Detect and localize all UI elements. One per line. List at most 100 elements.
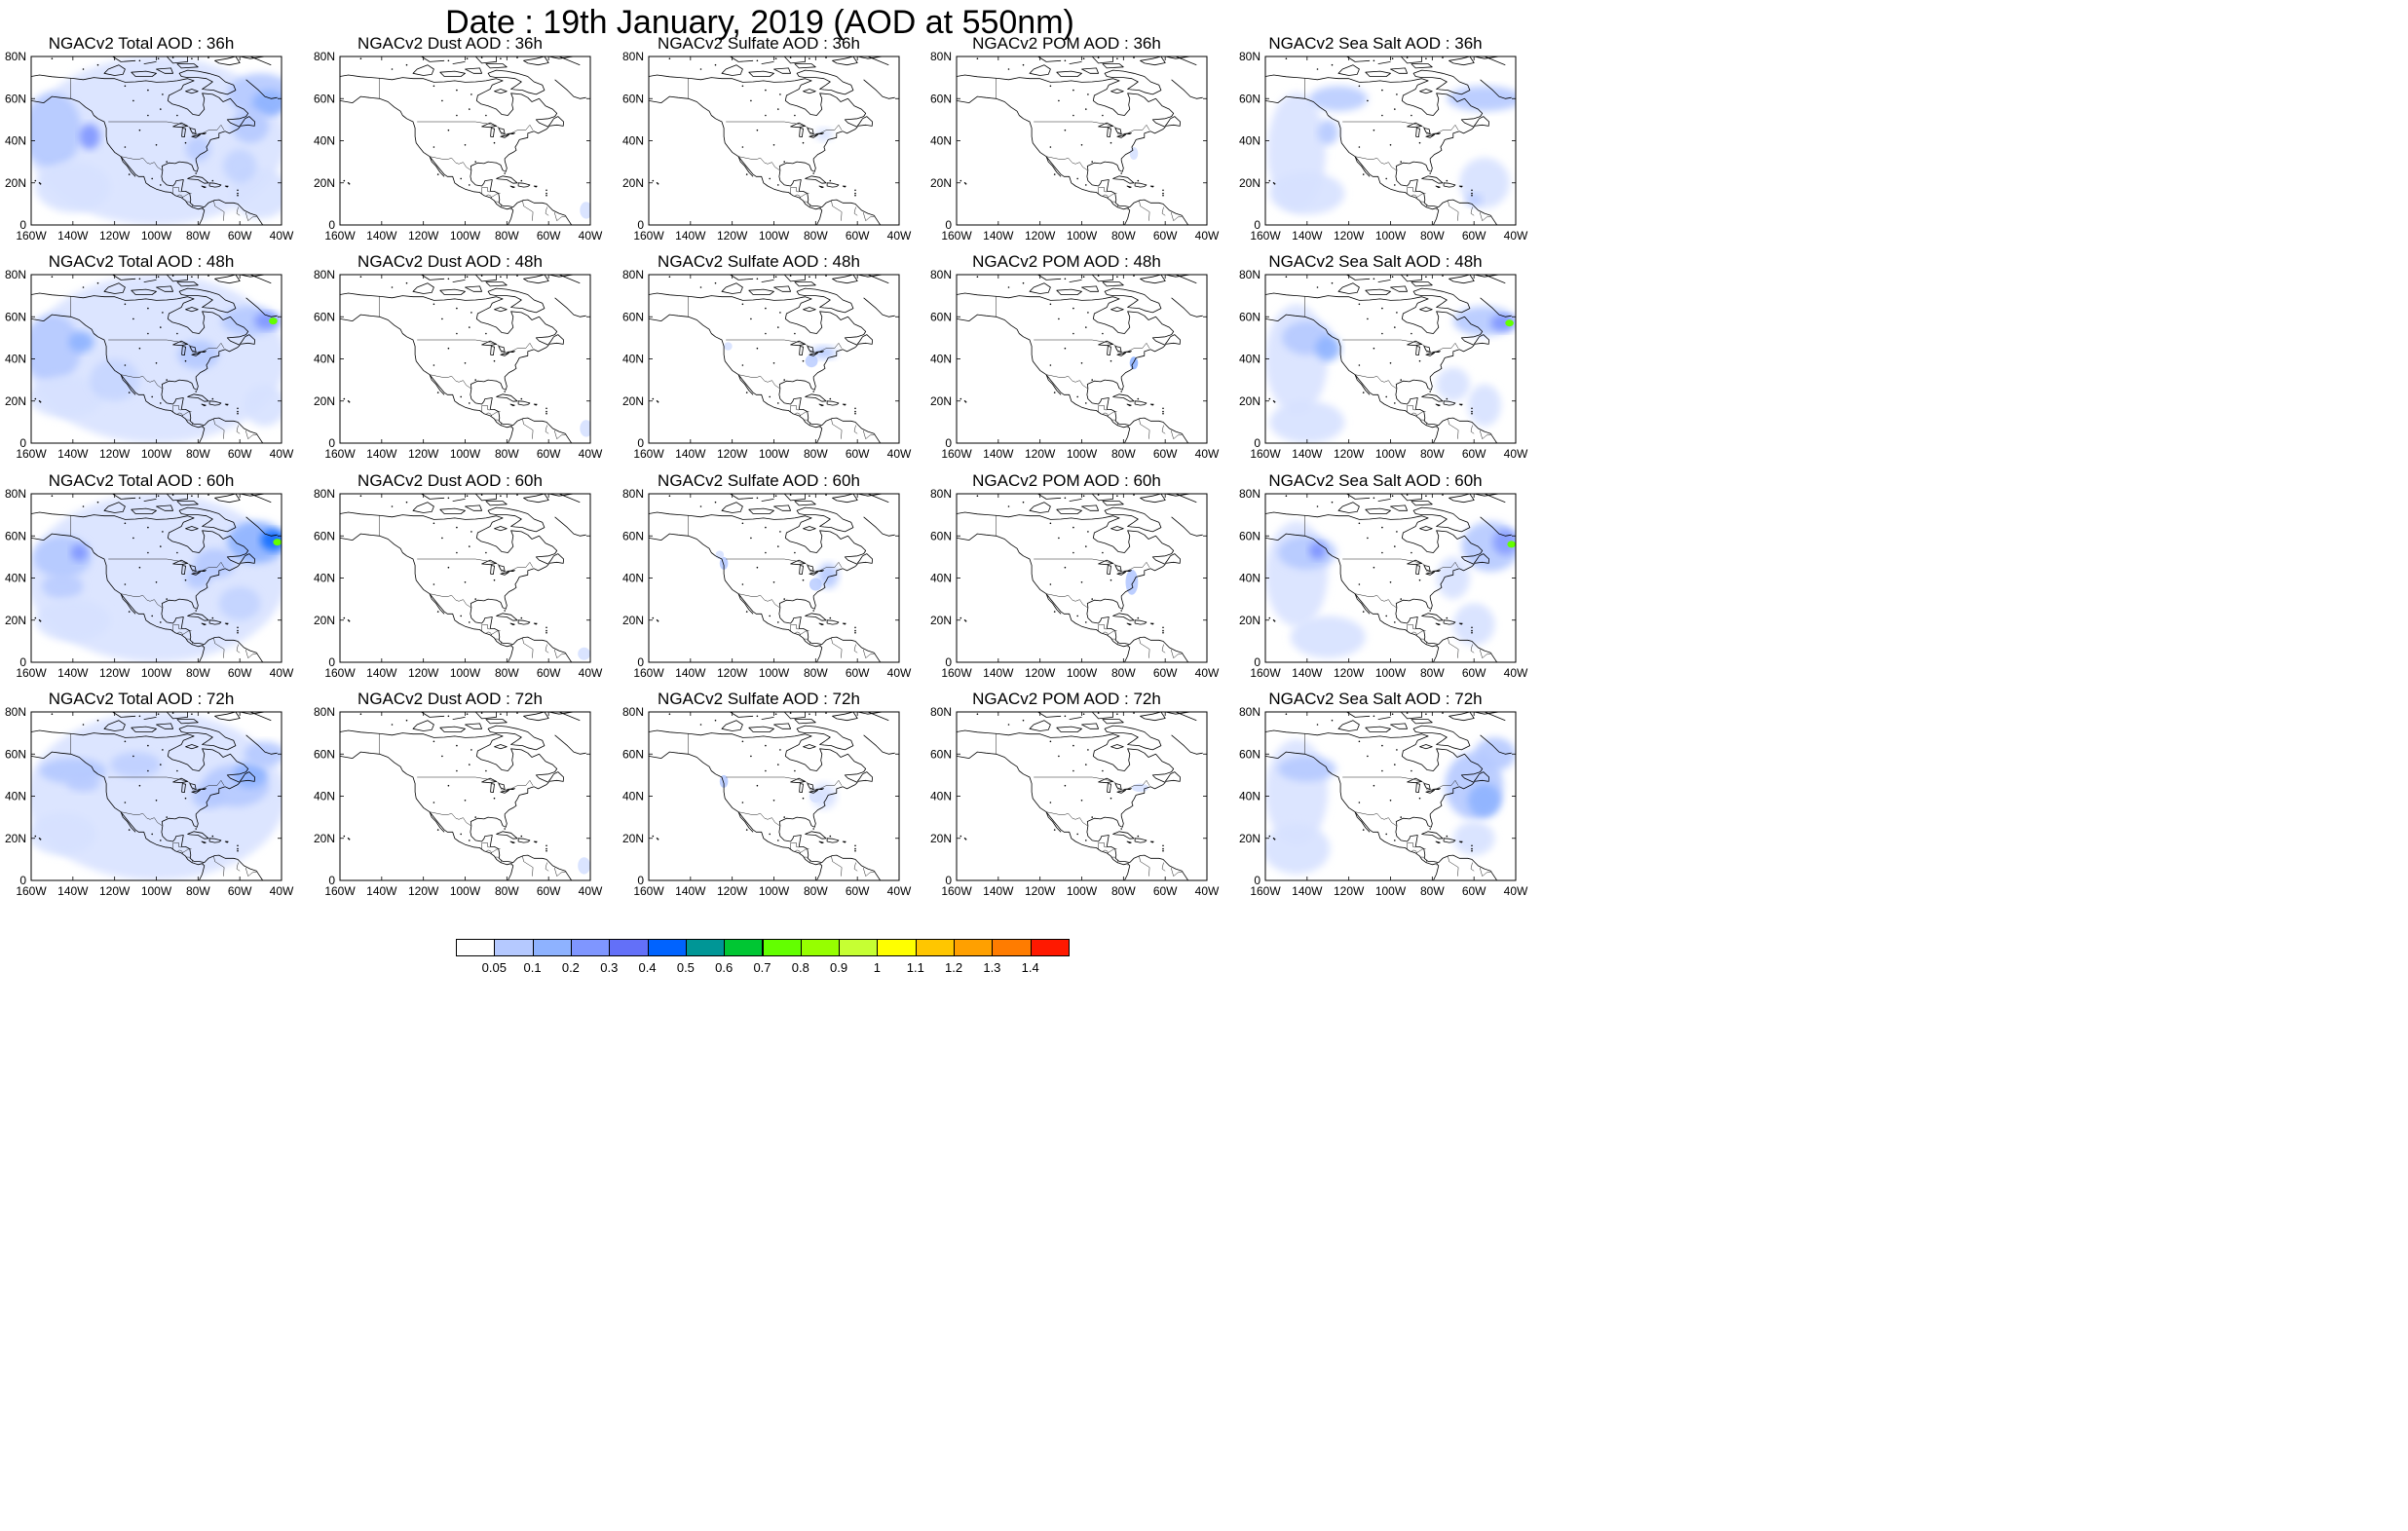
island-dot xyxy=(1381,744,1383,747)
coastline xyxy=(1449,275,1475,284)
x-tick-label: 140W xyxy=(366,666,397,680)
aod-shading xyxy=(1265,304,1516,443)
island-dot xyxy=(959,616,962,619)
coastline xyxy=(474,712,497,720)
coastline xyxy=(1411,719,1433,725)
x-tick-label: 60W xyxy=(537,666,561,680)
island-dot xyxy=(1331,501,1334,504)
aod-shading xyxy=(1129,147,1139,160)
island-dot xyxy=(359,57,362,59)
island-dot xyxy=(456,526,458,529)
lake-outline xyxy=(1116,790,1126,794)
island-dot xyxy=(520,397,523,400)
political-borders xyxy=(379,296,567,440)
aod-shade-patch xyxy=(1277,756,1336,782)
island-dot xyxy=(1389,362,1392,364)
island-dot xyxy=(176,769,178,772)
island-dot xyxy=(151,177,153,180)
island-dot xyxy=(38,838,41,840)
lake-outline xyxy=(172,340,188,347)
island-dot xyxy=(546,629,547,632)
coastline xyxy=(1421,393,1444,402)
island-dot xyxy=(1406,712,1409,714)
border-line xyxy=(181,411,192,417)
coastline xyxy=(737,156,754,177)
border-line xyxy=(522,855,534,877)
island-dot xyxy=(1162,192,1164,195)
coastline xyxy=(1337,282,1360,294)
map-background xyxy=(340,275,590,443)
border-line xyxy=(1415,411,1426,417)
coastline xyxy=(957,751,1131,880)
x-tick-label: 40W xyxy=(270,666,294,680)
coastline xyxy=(429,593,445,615)
border-line xyxy=(1342,121,1459,135)
island-dot xyxy=(1396,531,1398,533)
coastline xyxy=(103,64,126,76)
island-dot xyxy=(207,712,209,714)
island-dot xyxy=(1331,281,1334,284)
island-dot xyxy=(436,829,439,831)
island-dot xyxy=(433,146,435,148)
x-tick-label: 100W xyxy=(1067,447,1098,461)
island-dot xyxy=(1120,172,1122,174)
island-dot xyxy=(652,397,655,400)
x-tick-label: 160W xyxy=(1250,884,1281,898)
island-dot xyxy=(1358,583,1361,585)
coastline xyxy=(340,314,514,443)
border-line xyxy=(510,206,513,210)
island-dot xyxy=(132,537,134,540)
x-tick-label: 80W xyxy=(1111,229,1136,243)
coastline xyxy=(1377,499,1391,502)
island-dot xyxy=(1373,784,1375,787)
coastlines xyxy=(31,712,278,880)
island-dot xyxy=(157,713,160,715)
coastline xyxy=(1354,374,1371,395)
lake-outline xyxy=(1098,340,1113,347)
border-line xyxy=(819,206,822,210)
coastline xyxy=(730,712,754,718)
coastline xyxy=(1458,403,1463,406)
island-dot xyxy=(964,401,967,403)
y-tick-label: 0 xyxy=(637,655,644,669)
y-tick-label: 0 xyxy=(1254,218,1260,232)
colorbar-label: 0.3 xyxy=(600,960,619,975)
aod-shading xyxy=(1131,783,1149,793)
colorbar-label: 1.4 xyxy=(1021,960,1039,975)
x-tick-label: 80W xyxy=(1420,666,1445,680)
border-line xyxy=(510,425,513,429)
island-dot xyxy=(151,615,153,617)
island-dot xyxy=(1120,391,1122,392)
lake-outline xyxy=(1107,128,1111,137)
island-dot xyxy=(191,713,193,715)
border-line xyxy=(191,642,194,646)
coastline xyxy=(1449,56,1475,66)
island-dot xyxy=(1471,847,1473,850)
coastline xyxy=(421,56,445,62)
island-dot xyxy=(802,359,805,362)
coastline xyxy=(857,712,883,715)
coastline xyxy=(1056,507,1082,514)
coastlines xyxy=(340,275,586,443)
border-line xyxy=(809,642,811,646)
island-dot xyxy=(132,317,134,320)
island-dot xyxy=(1385,177,1387,180)
lake-outline xyxy=(1098,122,1113,129)
x-tick-label: 120W xyxy=(1025,447,1056,461)
island-dot xyxy=(794,332,796,335)
lake-outline xyxy=(172,559,188,566)
map-panel-total-48h: NGACv2 Total AOD : 48h 160W 140W 120W 100W 80… xyxy=(2,252,294,461)
island-dot xyxy=(405,501,408,504)
island-dot xyxy=(128,611,131,613)
x-tick-label: 40W xyxy=(270,884,294,898)
coastlines xyxy=(340,56,586,225)
island-dot xyxy=(166,598,168,600)
island-dot xyxy=(1072,89,1074,92)
island-dot xyxy=(546,847,547,850)
island-dot xyxy=(237,629,239,632)
border-line xyxy=(213,855,225,877)
island-dot xyxy=(447,497,450,500)
y-tick-label: 20N xyxy=(1239,832,1260,845)
island-dot xyxy=(96,719,99,722)
border-line xyxy=(1161,644,1166,653)
